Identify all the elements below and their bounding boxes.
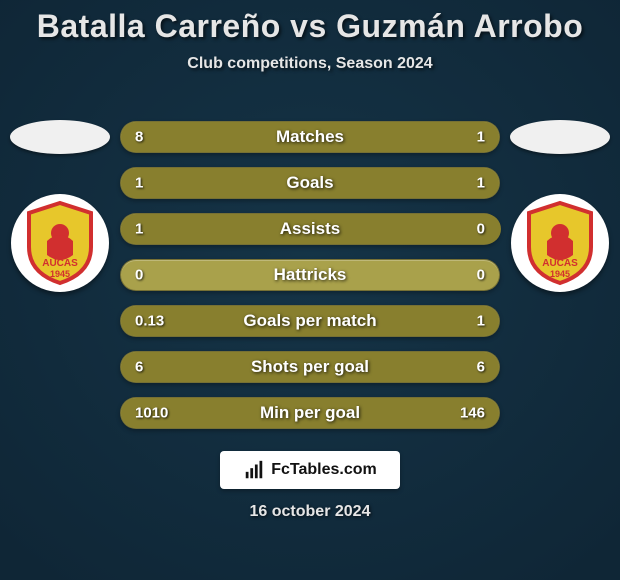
stat-label: Assists <box>121 219 499 239</box>
stat-label: Hattricks <box>121 265 499 285</box>
stat-label: Goals <box>121 173 499 193</box>
stat-row: 66Shots per goal <box>120 351 500 383</box>
stat-label: Shots per goal <box>121 357 499 377</box>
stat-row: 10Assists <box>120 213 500 245</box>
stat-row: 81Matches <box>120 121 500 153</box>
stat-row: 00Hattricks <box>120 259 500 291</box>
branding-text: FcTables.com <box>271 461 377 479</box>
stat-row: 11Goals <box>120 167 500 199</box>
stat-label: Min per goal <box>121 403 499 423</box>
branding-badge: FcTables.com <box>220 451 400 489</box>
date-text: 16 october 2024 <box>250 503 371 521</box>
comparison-rows: 81Matches 11Goals 10Assists 00Hattricks 0.13… <box>120 121 500 429</box>
subtitle: Club competitions, Season 2024 <box>187 55 432 73</box>
stat-row: 1010146Min per goal <box>120 397 500 429</box>
stat-label: Matches <box>121 127 499 147</box>
page-title: Batalla Carreño vs Guzmán Arrobo <box>37 8 584 45</box>
stat-row: 0.131Goals per match <box>120 305 500 337</box>
branding-chart-icon <box>243 459 265 481</box>
stat-label: Goals per match <box>121 311 499 331</box>
